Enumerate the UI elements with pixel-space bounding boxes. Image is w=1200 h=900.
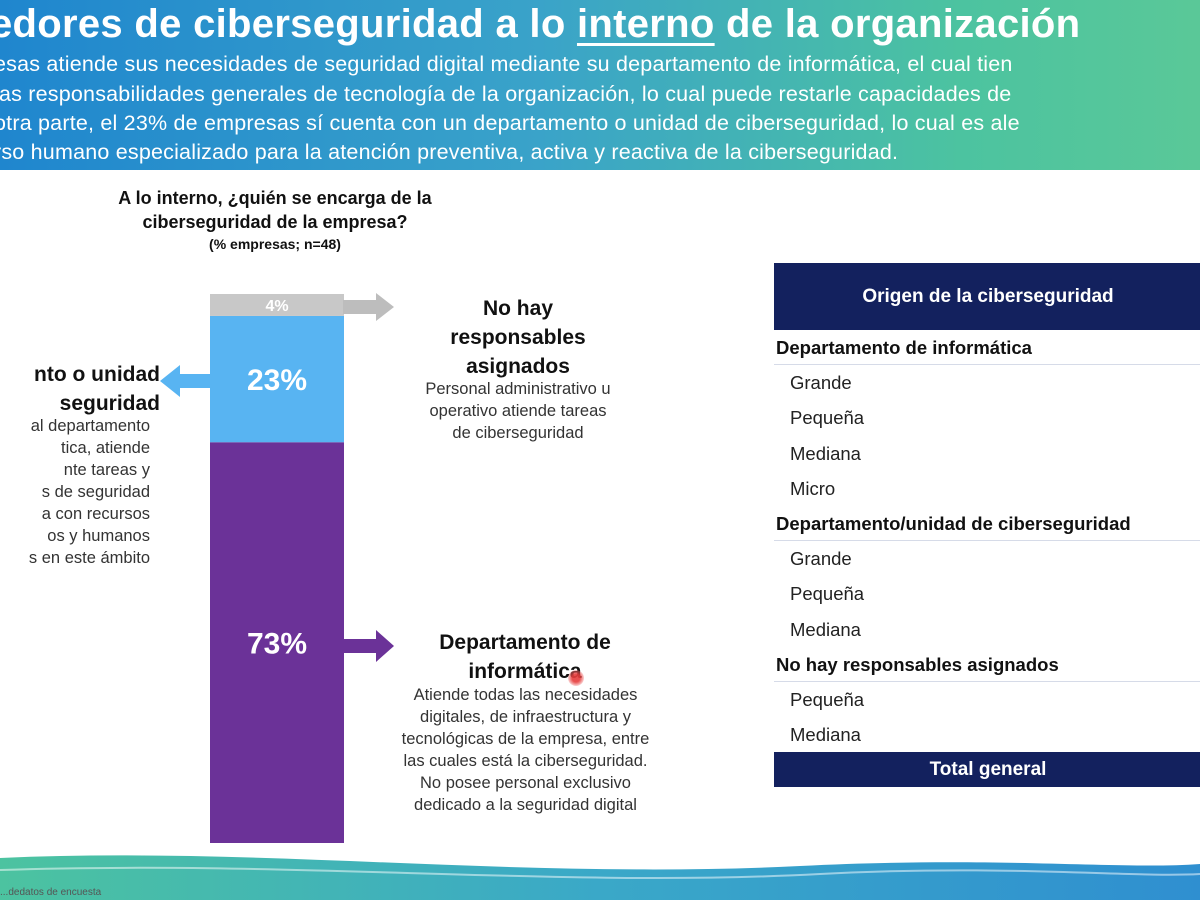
annotation-desc-line: tica, atiende — [61, 439, 150, 457]
annotation-ciberseguridad-title: nto o unidad seguridad — [0, 360, 160, 418]
title-underlined-word: interno — [576, 2, 715, 46]
footer-wave — [0, 855, 1200, 900]
annotation-title-line: informática — [468, 660, 582, 683]
arrow-left — [160, 365, 210, 397]
table-group-row: No hay responsables asignados — [774, 647, 1200, 682]
annotation-desc-line: digitales, de infraestructura y — [420, 708, 631, 726]
annotation-desc-line: nte tareas y — [63, 461, 150, 479]
header-text-line-1: esas atiende sus necesidades de segurida… — [0, 52, 1013, 76]
annotation-title-line: responsables — [450, 326, 586, 349]
table-body: Departamento de informática Grande Pequeña… — [774, 330, 1200, 752]
annotation-ciberseguridad-desc: al departamento tica, atiende nte tareas… — [0, 415, 150, 569]
annotation-desc-line: al departamento — [30, 417, 150, 435]
chart-title: A lo interno, ¿quién se encarga de la ci… — [118, 188, 432, 232]
title-part-2: de la organización — [714, 2, 1081, 46]
table-row: Mediana — [790, 724, 861, 746]
annotation-desc-line: tecnológicas de la empresa, entre — [401, 730, 650, 748]
annotation-no-responsables-title: No hay responsables asignados — [408, 294, 628, 381]
chart-bars: 73% 23% 4% — [210, 294, 344, 843]
annotation-desc-line: operativo atiende tareas — [429, 402, 607, 420]
title-part-1: edores de ciberseguridad a lo — [0, 2, 577, 46]
bar-segment — [210, 294, 344, 316]
table-row: Grande — [790, 372, 852, 394]
annotation-informatica-title: Departamento de informática — [400, 628, 650, 686]
header-text-line-4: rso humano especializado para la atenció… — [0, 140, 899, 164]
bar-data-label: 23% — [247, 364, 307, 397]
annotation-desc-line: de ciberseguridad — [452, 424, 584, 442]
annotation-desc-line: a con recursos — [41, 505, 150, 523]
annotation-informatica-desc: Atiende todas las necesidades digitales,… — [363, 684, 688, 816]
annotation-no-responsables-desc: Personal administrativo u operativo atie… — [388, 378, 648, 444]
annotation-desc-line: dedicado a la seguridad digital — [414, 796, 637, 814]
annotation-title-line: seguridad — [59, 392, 160, 415]
table-row: Pequeña — [790, 407, 865, 429]
arrow-right-bottom — [343, 630, 394, 662]
table-header-label: Origen de la ciberseguridad — [862, 285, 1114, 307]
header-text-line-3: otra parte, el 23% de empresas sí cuenta… — [0, 111, 1020, 135]
annotation-desc-line: os y humanos — [47, 527, 150, 545]
annotation-desc-line: s en este ámbito — [28, 549, 150, 567]
table-row: Mediana — [790, 618, 861, 640]
annotation-desc-line: s de seguridad — [41, 483, 150, 501]
table-row: Grande — [790, 548, 852, 570]
annotation-title-line: Departamento de — [439, 631, 611, 654]
mouse-cursor-marker — [568, 670, 584, 686]
chart-subtitle: (% empresas; n=48) — [209, 236, 341, 252]
table-row: Micro — [790, 477, 836, 499]
table-total-row: Total general — [774, 752, 1200, 788]
annotation-desc-line: Atiende todas las necesidades — [413, 686, 638, 704]
annotation-title-line: No hay — [482, 297, 553, 320]
table-total-label: Total general — [929, 759, 1047, 781]
table-row: Mediana — [790, 442, 861, 464]
header-banner: edores de ciberseguridad a lo interno de… — [0, 0, 1200, 170]
annotation-desc-line: Personal administrativo u — [425, 380, 611, 398]
bar-data-label: 73% — [247, 628, 307, 661]
table-header: Origen de la ciberseguridad — [774, 263, 1200, 330]
table-group-row: Departamento/unidad de ciberseguridad — [774, 506, 1200, 542]
table-row: Pequeña — [790, 688, 865, 710]
table-group-row: Departamento de informática — [774, 330, 1200, 366]
header-text-line-2: las responsabilidades generales de tecno… — [0, 82, 1012, 106]
annotation-title-line: nto o unidad — [34, 363, 160, 386]
bar-data-label: 4% — [265, 298, 288, 315]
annotation-title-line: asignados — [466, 355, 570, 378]
annotation-desc-line: las cuales está la ciberseguridad. — [403, 752, 648, 770]
footer-note: ...dedatos de encuesta — [0, 887, 102, 898]
table-row: Pequeña — [790, 583, 865, 605]
bar-segment — [210, 315, 344, 443]
origin-table: Origen de la ciberseguridad Departamento… — [774, 263, 1200, 788]
stacked-bar-chart: 73% 23% 4% — [160, 293, 394, 843]
arrow-right-top — [343, 293, 394, 321]
annotation-desc-line: No posee personal exclusivo — [420, 774, 631, 792]
page-title: edores de ciberseguridad a lo interno de… — [0, 2, 1080, 47]
bar-segment — [210, 442, 344, 843]
